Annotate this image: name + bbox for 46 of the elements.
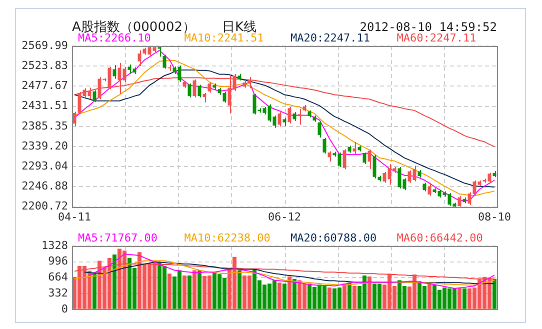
text: MA20:60788.00 <box>290 231 377 244</box>
text: MA20:2247.11 <box>290 31 370 44</box>
x-tick-label: 04-11 <box>58 210 92 224</box>
bar <box>352 286 356 309</box>
y-tick-label: 2477.67 <box>22 79 68 92</box>
bar <box>348 282 352 309</box>
y-tick-label: 2200.72 <box>22 200 68 213</box>
y-tick-label: 332 <box>48 286 68 300</box>
bar <box>428 282 432 309</box>
bar <box>292 278 296 309</box>
y-tick-label: 2523.83 <box>22 58 68 72</box>
y-tick-label: 0 <box>61 302 68 316</box>
bar <box>282 284 286 309</box>
bar <box>458 288 462 309</box>
text: MA60:2247.11 <box>396 31 476 44</box>
x-tick-label: 08-10 <box>478 210 512 224</box>
bar <box>198 270 202 309</box>
y-tick-label: 2246.88 <box>22 180 68 193</box>
text: 2012-08-10 14:59:52 <box>360 20 497 34</box>
y-tick-label: 2385.35 <box>22 119 68 132</box>
bar <box>238 270 242 309</box>
bar <box>342 284 346 309</box>
y-tick-label: 1328 <box>42 238 68 252</box>
series-label: MA5:71767.00 <box>78 231 158 244</box>
bar <box>92 272 96 309</box>
bar <box>288 276 292 309</box>
series-label: MA10:62238.00 <box>184 231 270 244</box>
series-label: MA10:2241.51 <box>184 31 264 44</box>
x-tick-label: 06-12 <box>268 210 302 224</box>
y-tick-label: 2569.99 <box>22 38 68 52</box>
y-tick-label: 996 <box>48 254 68 268</box>
y-tick-label: 2339.20 <box>22 139 68 152</box>
y-tick-label: 2293.04 <box>22 159 68 172</box>
y-tick-label: 664 <box>48 270 68 284</box>
bar <box>368 276 372 309</box>
bar <box>182 276 186 309</box>
bar <box>328 287 332 309</box>
bar <box>492 278 496 309</box>
bar <box>462 288 466 309</box>
bar <box>278 282 282 309</box>
bar <box>112 254 116 309</box>
text: MA60:66442.00 <box>396 231 483 244</box>
bar <box>168 274 172 309</box>
bar <box>188 276 192 309</box>
y-tick-label: 2431.51 <box>22 99 68 112</box>
bar <box>192 270 196 309</box>
